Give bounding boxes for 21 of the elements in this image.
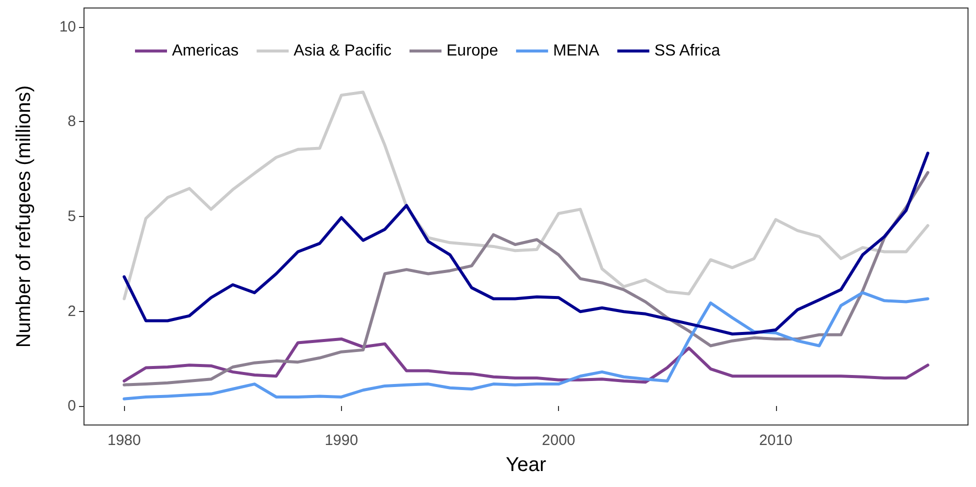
x-tick-label: 2000 bbox=[542, 432, 576, 449]
y-tick-label: 5 bbox=[68, 208, 76, 225]
line-series bbox=[122, 337, 930, 384]
legend-label: Americas bbox=[172, 42, 239, 60]
y-tick-label: 10 bbox=[59, 18, 76, 36]
y-axis-title: Number of refugees (millions) bbox=[13, 85, 35, 348]
legend-label: MENA bbox=[553, 42, 600, 60]
legend-label: SS Africa bbox=[654, 42, 720, 60]
legend-label: Asia & Pacific bbox=[294, 42, 392, 60]
y-tick-label: 0 bbox=[68, 398, 76, 415]
y-tick-label: 8 bbox=[68, 113, 76, 130]
x-tick-label: 1990 bbox=[324, 432, 358, 449]
y-tick-label: 2 bbox=[68, 302, 76, 320]
x-tick-label: 2010 bbox=[759, 432, 792, 449]
legend-label: Europe bbox=[446, 42, 498, 60]
line-series bbox=[122, 291, 930, 400]
x-tick-label: 1980 bbox=[107, 432, 141, 449]
x-axis-title: Year bbox=[506, 454, 547, 476]
line-series bbox=[122, 152, 930, 336]
line-series bbox=[122, 90, 930, 300]
line-series bbox=[122, 171, 930, 386]
